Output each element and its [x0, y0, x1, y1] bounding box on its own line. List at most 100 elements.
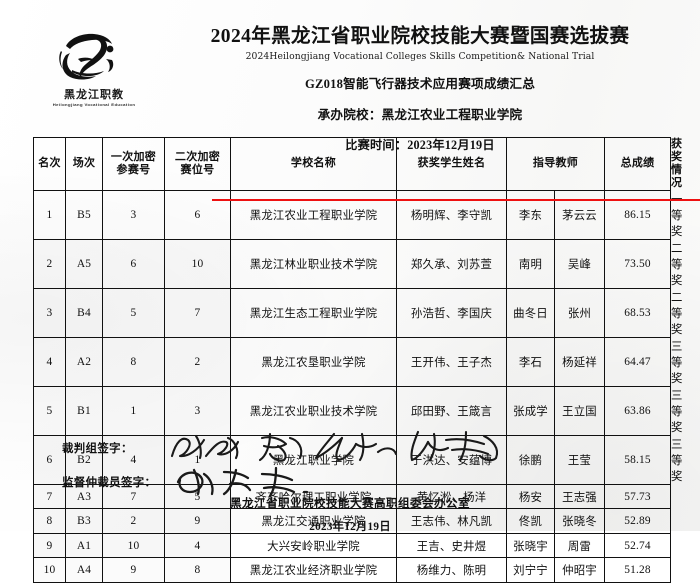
page-title-english: 2024Heilongjiang Vocational Colleges Ski… [245, 51, 595, 63]
cell-students: 杨明辉、李守凯 [396, 189, 507, 240]
cell-school: 黑龙江农业职业技术学院 [230, 385, 397, 436]
cell-teacher-2: 杨延祥 [553, 336, 606, 387]
cell-encryption-1: 5 [102, 287, 165, 338]
table-row: 9 A1 10 4 大兴安岭职业学院 王吉、史井煜 张晓宇 周雷 52.74 [33, 532, 672, 559]
column-header-encryption-1-line1: 一次加密 [110, 150, 157, 163]
cell-students: 王开伟、王子杰 [396, 336, 507, 387]
cell-encryption-1: 6 [102, 238, 165, 289]
cell-rank: 9 [33, 532, 66, 559]
host-college: 承办院校：黑龙江农业工程职业学院 [317, 108, 523, 123]
cell-teacher-1: 徐鹏 [506, 434, 555, 485]
cell-rank: 10 [33, 557, 66, 583]
column-header-score: 总成绩 [604, 137, 672, 191]
cell-encryption-1: 3 [102, 189, 165, 240]
cell-session: A5 [65, 238, 103, 289]
event-subtitle: GZ018智能飞行器技术应用赛项成绩汇总 [305, 77, 535, 92]
cell-teacher-2: 张晓冬 [553, 508, 606, 534]
table-row: 6 B2 4 1 黑龙江职业学院 于洪达、安蕴博 徐鹏 王莹 58.15 三等奖 [33, 434, 683, 485]
arbitrator-signature-row: 监督仲裁员签字： [62, 466, 662, 500]
title-block: 2024年黑龙江省职业院校技能大赛暨国赛选拔赛 2024Heilongjiang… [150, 26, 690, 153]
cell-score: 63.86 [604, 385, 672, 436]
table-row: 8 B3 2 9 黑龙江交通职业学院 王志伟、林凡凯 佟凯 张晓冬 52.89 [33, 508, 672, 534]
document-header: 黑龙江职教 Heilongjiang Vocational Education … [0, 0, 700, 152]
column-header-encryption-2-line2: 赛位号 [180, 163, 215, 176]
cell-school: 齐齐哈尔理工职业学院 [230, 483, 397, 510]
cell-score: 52.89 [604, 508, 672, 534]
cell-score: 64.47 [604, 336, 672, 387]
cell-session: B1 [65, 385, 103, 436]
cell-score: 73.50 [604, 238, 672, 289]
cell-school: 黑龙江农业工程职业学院 [230, 189, 397, 240]
cell-score: 51.28 [604, 557, 672, 583]
footer-organization: 黑龙江省职业院校技能大赛高职组委会办公室 [230, 497, 470, 510]
cell-teacher-2: 王莹 [553, 434, 606, 485]
cell-rank: 8 [33, 508, 66, 534]
cell-encryption-2: 7 [164, 287, 231, 338]
cell-students: 杨维力、陈明 [396, 557, 507, 583]
judges-signature-label: 裁判组签字： [62, 443, 133, 455]
cell-session: A1 [65, 532, 103, 559]
cell-encryption-2: 10 [164, 238, 231, 289]
logo-mark-icon [48, 26, 140, 88]
cell-rank: 5 [33, 385, 66, 436]
cell-teacher-2: 仲昭宇 [553, 557, 606, 583]
signature-block: 裁判组签字： [62, 430, 662, 500]
cell-rank: 4 [33, 336, 66, 387]
column-header-encryption-1-line2: 参赛号 [116, 163, 151, 176]
judges-signature-row: 裁判组签字： [62, 430, 662, 466]
logo-chinese-text: 黑龙江职教 [64, 89, 124, 101]
cell-score: 68.53 [604, 287, 672, 338]
cell-teacher-2: 张州 [553, 287, 606, 338]
cell-school: 黑龙江职业学院 [230, 434, 397, 485]
cell-teacher-2: 吴峰 [553, 238, 606, 289]
logo-english-text: Heilongjiang Vocational Education [52, 102, 136, 108]
cell-encryption-2: 9 [164, 508, 231, 534]
page-title: 2024年黑龙江省职业院校技能大赛暨国赛选拔赛 [210, 26, 630, 47]
judges-signature-ink [166, 426, 526, 469]
cell-encryption-1: 9 [102, 557, 165, 583]
cell-score: 58.15 [604, 434, 672, 485]
cell-teacher-1: 李石 [506, 336, 555, 387]
cell-students: 王吉、史井煜 [396, 532, 507, 559]
table-row: 5 B1 1 3 黑龙江农业职业技术学院 邱田野、王箴言 张成学 王立国 63.86 三等奖 [33, 385, 683, 436]
column-header-students: 获奖学生姓名 [396, 137, 507, 191]
cell-teacher-1: 南明 [506, 238, 555, 289]
organization-logo: 黑龙江职教 Heilongjiang Vocational Education [40, 26, 148, 118]
cell-rank: 1 [33, 189, 66, 240]
cell-session: A2 [65, 336, 103, 387]
cell-session: B4 [65, 287, 103, 338]
cell-students: 孙浩哲、李国庆 [396, 287, 507, 338]
cell-school: 黑龙江农垦职业学院 [230, 336, 397, 387]
cell-school: 黑龙江生态工程职业学院 [230, 287, 397, 338]
table-row: 7 A3 7 5 齐齐哈尔理工职业学院 黄忆淞、杨洋 杨安 王志强 57.73 [33, 483, 672, 510]
cell-session: A4 [65, 557, 103, 583]
column-header-encryption-1: 一次加密 参赛号 [102, 137, 165, 191]
cell-teacher-2: 周雷 [553, 532, 606, 559]
cell-school: 大兴安岭职业学院 [230, 532, 397, 559]
column-header-encryption-2-line1: 二次加密 [174, 150, 221, 163]
red-highlight-line [212, 199, 700, 202]
cell-encryption-2: 3 [164, 385, 231, 436]
cell-teacher-1: 李东 [506, 189, 555, 240]
cell-encryption-1: 8 [102, 336, 165, 387]
cell-session: B5 [65, 189, 103, 240]
cell-students: 郑久承、刘苏萱 [396, 238, 507, 289]
cell-score: 86.15 [604, 189, 672, 240]
cell-rank: 2 [33, 238, 66, 289]
column-header-school: 学校名称 [230, 137, 397, 191]
column-header-rank: 名次 [33, 137, 66, 191]
cell-score: 52.74 [604, 532, 672, 559]
cell-encryption-1: 10 [102, 532, 165, 559]
cell-score: 57.73 [604, 483, 672, 510]
cell-teacher-1: 张晓宇 [506, 532, 555, 559]
table-row: 4 A2 8 2 黑龙江农垦职业学院 王开伟、王子杰 李石 杨延祥 64.47 三等奖 [33, 336, 683, 387]
table-row: 10 A4 9 8 黑龙江农业经济职业学院 杨维力、陈明 刘宁宁 仲昭宇 51.28 [33, 557, 672, 583]
cell-teacher-2: 茅云云 [553, 189, 606, 240]
cell-encryption-2: 8 [164, 557, 231, 583]
cell-encryption-1: 1 [102, 385, 165, 436]
cell-school: 黑龙江农业经济职业学院 [230, 557, 397, 583]
table-row: 2 A5 6 10 黑龙江林业职业技术学院 郑久承、刘苏萱 南明 吴峰 73.50 二等奖 [33, 238, 683, 289]
cell-session: B2 [65, 434, 103, 485]
